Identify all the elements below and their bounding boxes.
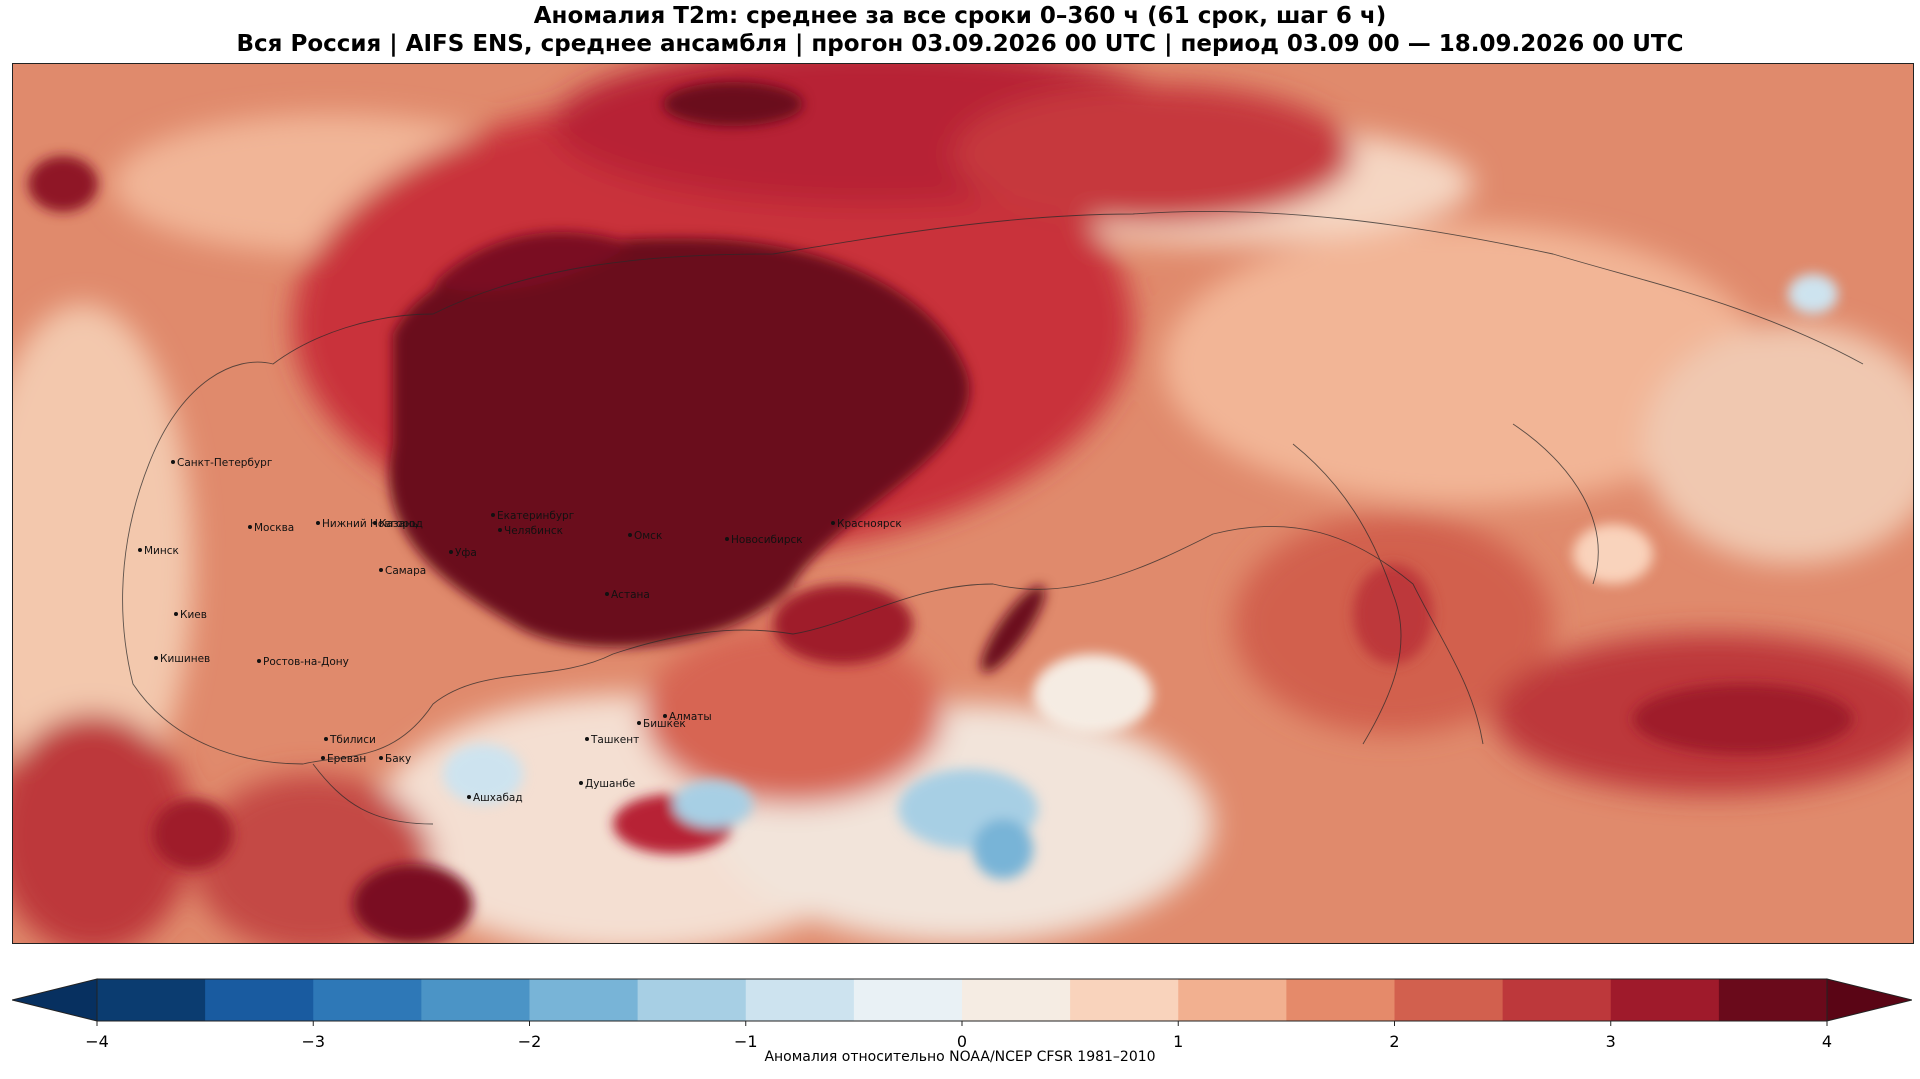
city-label: Ашхабад <box>473 792 523 804</box>
city-dot <box>379 568 383 572</box>
city-dot <box>316 521 320 525</box>
colorbar-tick-label: −4 <box>85 1032 109 1051</box>
city-dot <box>498 528 502 532</box>
city-dot <box>321 756 325 760</box>
colorbar-extend-under <box>11 978 98 1022</box>
city-label: Кишинев <box>160 653 210 665</box>
city-dot <box>379 756 383 760</box>
city-label: Алматы <box>669 711 712 723</box>
borders <box>122 210 1864 825</box>
city-label: Астана <box>611 589 650 601</box>
colorbar-bin <box>1610 979 1720 1021</box>
city-dot <box>154 656 158 660</box>
colorbar-tick-label: −1 <box>733 1032 758 1051</box>
colorbar-tick-label: 4 <box>1821 1032 1833 1051</box>
city-label: Уфа <box>455 547 477 559</box>
colorbar-bin <box>1502 979 1612 1021</box>
colorbar-bin <box>1286 979 1395 1021</box>
map-subtitle: Вся Россия | AIFS ENS, среднее ансамбля … <box>236 31 1684 57</box>
colorbar-bin <box>205 979 314 1021</box>
city-dot <box>637 721 641 725</box>
anomaly-field-core <box>28 82 1853 943</box>
city-label: Киев <box>180 609 207 621</box>
colorbar-bin <box>1070 979 1179 1021</box>
city-label: Нижний Новгород <box>322 518 423 530</box>
colorbar-bin <box>1718 979 1828 1021</box>
map-title: Аномалия T2m: среднее за все сроки 0–360… <box>533 3 1387 29</box>
colorbar-bin <box>97 979 206 1021</box>
city-label: Бишкек <box>643 718 686 730</box>
colorbar-extend-over <box>1826 978 1913 1022</box>
colorbar-bin <box>853 979 963 1021</box>
colorbar <box>11 975 1913 1039</box>
colorbar-tick-label: −2 <box>517 1032 542 1051</box>
colorbar-bin <box>421 979 530 1021</box>
colorbar-tick-label: 1 <box>1173 1032 1184 1051</box>
city-dot <box>248 525 252 529</box>
colorbar-bin <box>962 979 1071 1021</box>
city-label: Душанбе <box>585 778 635 790</box>
city-dot <box>174 612 178 616</box>
colorbar-tick-label: 0 <box>956 1032 968 1051</box>
city-label: Санкт-Петербург <box>177 457 272 469</box>
colorbar-tick-label: 2 <box>1389 1032 1400 1051</box>
city-dot <box>491 513 495 517</box>
city-label: Красноярск <box>837 518 902 530</box>
colorbar-bin <box>745 979 855 1021</box>
colorbar-bin <box>1178 979 1287 1021</box>
colorbar-bin <box>313 979 422 1021</box>
colorbar-caption: Аномалия относительно NOAA/NCEP CFSR 198… <box>764 1049 1156 1065</box>
colorbar-bin <box>1394 979 1504 1021</box>
city-dot <box>257 659 261 663</box>
city-label: Ростов-на-Дону <box>263 656 349 668</box>
city-label: Ереван <box>327 753 366 765</box>
city-dot <box>831 521 835 525</box>
city-markers: Санкт-Петербург Москва Нижний НовгородКаза… <box>138 457 902 804</box>
city-dot <box>585 737 589 741</box>
city-label: Омск <box>634 530 662 542</box>
colorbar-bin <box>529 979 639 1021</box>
city-dot <box>467 795 471 799</box>
city-dot <box>628 533 632 537</box>
city-label: Самара <box>385 565 426 577</box>
city-label: Новосибирск <box>731 534 803 546</box>
city-dot <box>579 781 583 785</box>
city-dot <box>373 521 377 525</box>
city-label: Ташкент <box>590 734 639 746</box>
city-dot <box>449 550 453 554</box>
city-dot <box>605 592 609 596</box>
city-label: Челябинск <box>504 525 563 537</box>
city-dot <box>725 537 729 541</box>
city-dot <box>663 714 667 718</box>
colorbar-tick-label: 3 <box>1605 1032 1616 1051</box>
city-dot <box>138 548 142 552</box>
city-label: Тбилиси <box>329 734 376 746</box>
city-label: Москва <box>254 522 294 534</box>
colorbar-tick-label: −3 <box>301 1032 326 1051</box>
city-dot <box>171 460 175 464</box>
city-label: Минск <box>144 545 179 557</box>
colorbar-bin <box>637 979 747 1021</box>
anomaly-map: Санкт-Петербург Москва Нижний Новгород Каза… <box>12 63 1914 944</box>
city-label: Казань <box>379 518 418 530</box>
city-dot <box>324 737 328 741</box>
city-label: Екатеринбург <box>497 510 574 522</box>
city-label: Баку <box>385 753 411 765</box>
